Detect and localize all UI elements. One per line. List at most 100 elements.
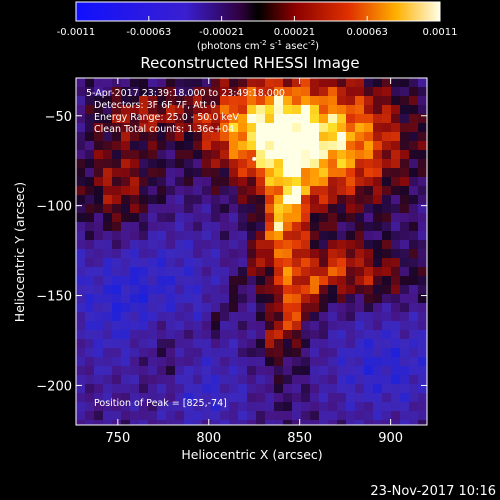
heatmap-cell — [121, 105, 130, 114]
heatmap-cell — [157, 312, 166, 321]
heatmap-cell — [220, 384, 229, 393]
heatmap-cell — [220, 213, 229, 222]
heatmap-cell — [346, 321, 355, 330]
heatmap-cell — [202, 105, 211, 114]
heatmap-cell — [364, 294, 373, 303]
heatmap-cell — [391, 276, 400, 285]
heatmap-cell — [202, 96, 211, 105]
heatmap-cell — [184, 87, 193, 96]
heatmap-cell — [283, 303, 292, 312]
heatmap-cell — [112, 276, 121, 285]
heatmap-cell — [175, 123, 184, 132]
heatmap-cell — [247, 312, 256, 321]
heatmap-cell — [184, 267, 193, 276]
heatmap-cell — [121, 366, 130, 375]
heatmap-cell — [211, 276, 220, 285]
heatmap-cell — [247, 402, 256, 411]
heatmap-cell — [130, 402, 139, 411]
heatmap-cell — [130, 321, 139, 330]
heatmap-cell — [274, 357, 283, 366]
heatmap-cell — [193, 393, 202, 402]
heatmap-cell — [175, 150, 184, 159]
heatmap-cell — [274, 204, 283, 213]
y-tick-label: −50 — [45, 110, 72, 125]
heatmap-cell — [238, 96, 247, 105]
heatmap-cell — [76, 384, 85, 393]
heatmap-cell — [238, 231, 247, 240]
heatmap-cell — [103, 276, 112, 285]
heatmap-cell — [337, 213, 346, 222]
heatmap-cell — [301, 78, 310, 87]
heatmap-cell — [94, 168, 103, 177]
heatmap-cell — [355, 303, 364, 312]
heatmap-cell — [193, 276, 202, 285]
heatmap-cell — [337, 231, 346, 240]
heatmap-cell — [220, 195, 229, 204]
heatmap-cell — [247, 330, 256, 339]
heatmap-cell — [175, 213, 184, 222]
heatmap-cell — [193, 267, 202, 276]
heatmap-cell — [355, 150, 364, 159]
heatmap-cell — [292, 258, 301, 267]
heatmap-cell — [382, 258, 391, 267]
heatmap-cell — [355, 195, 364, 204]
heatmap-cell — [337, 96, 346, 105]
heatmap-cell — [175, 87, 184, 96]
heatmap-cell — [418, 330, 427, 339]
heatmap-cell — [409, 132, 418, 141]
heatmap-cell — [193, 411, 202, 420]
heatmap-cell — [121, 330, 130, 339]
heatmap-cell — [391, 312, 400, 321]
heatmap-cell — [202, 231, 211, 240]
heatmap-cell — [193, 303, 202, 312]
heatmap-cell — [130, 150, 139, 159]
heatmap-cell — [391, 411, 400, 420]
heatmap-cell — [328, 168, 337, 177]
heatmap-cell — [373, 240, 382, 249]
heatmap-cell — [346, 267, 355, 276]
heatmap-cell — [220, 87, 229, 96]
heatmap-cell — [112, 213, 121, 222]
heatmap-cell — [211, 231, 220, 240]
heatmap-cell — [166, 150, 175, 159]
heatmap-cell — [94, 105, 103, 114]
heatmap-cell — [373, 357, 382, 366]
heatmap-cell — [418, 321, 427, 330]
heatmap-cell — [292, 267, 301, 276]
heatmap-cell — [283, 231, 292, 240]
heatmap-cell — [292, 303, 301, 312]
heatmap-cell — [130, 267, 139, 276]
heatmap-cell — [130, 411, 139, 420]
heatmap-cell — [337, 420, 346, 425]
heatmap-cell — [283, 267, 292, 276]
heatmap-cell — [76, 123, 85, 132]
heatmap-cell — [328, 159, 337, 168]
heatmap-cell — [157, 393, 166, 402]
heatmap-cell — [76, 159, 85, 168]
heatmap-cell — [166, 123, 175, 132]
heatmap-cell — [364, 240, 373, 249]
heatmap-cell — [346, 177, 355, 186]
heatmap-cell — [409, 96, 418, 105]
heatmap-cell — [76, 186, 85, 195]
heatmap-cell — [319, 375, 328, 384]
heatmap-cell — [265, 285, 274, 294]
heatmap-cell — [364, 267, 373, 276]
heatmap-cell — [265, 321, 274, 330]
heatmap-cell — [382, 141, 391, 150]
heatmap-cell — [409, 186, 418, 195]
heatmap-cell — [256, 366, 265, 375]
heatmap-cell — [256, 348, 265, 357]
heatmap-cell — [139, 159, 148, 168]
heatmap-cell — [328, 249, 337, 258]
heatmap-cell — [319, 411, 328, 420]
heatmap-cell — [85, 420, 94, 425]
heatmap-cell — [94, 195, 103, 204]
heatmap-cell — [409, 78, 418, 87]
heatmap-cell — [328, 213, 337, 222]
heatmap-cell — [256, 132, 265, 141]
heatmap-cell — [373, 330, 382, 339]
heatmap-cell — [202, 186, 211, 195]
heatmap-cell — [409, 339, 418, 348]
heatmap-cell — [121, 159, 130, 168]
